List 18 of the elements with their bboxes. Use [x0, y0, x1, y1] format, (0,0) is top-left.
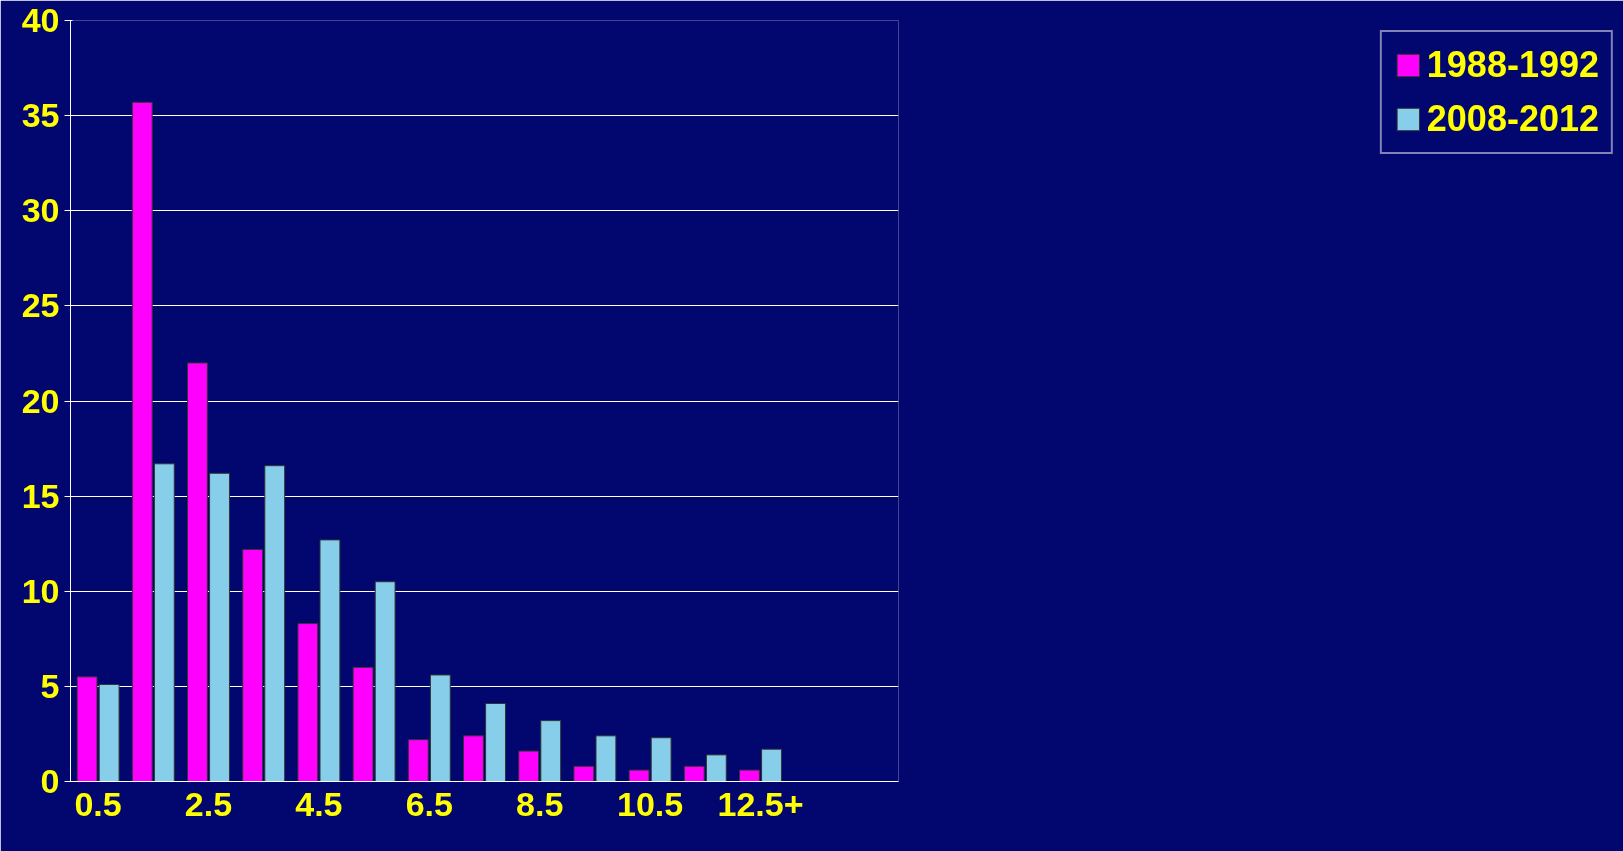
x-tick-label: 6.5 [405, 784, 453, 823]
legend-label: 1988-1992 [1426, 44, 1599, 86]
x-tick-label: 4.5 [295, 784, 343, 823]
x-tick-label: 8.5 [516, 784, 564, 823]
y-tick-label: 5 [40, 666, 60, 705]
legend-label: 2008-2012 [1426, 98, 1599, 140]
y-tick-label: 10 [21, 571, 60, 610]
y-tick-label: 20 [21, 381, 60, 420]
y-tick-label: 0 [40, 762, 60, 800]
x-tick-label: 0.5 [74, 784, 122, 823]
x-tick-label: 12.5+ [717, 784, 804, 823]
y-tick-label: 30 [21, 191, 60, 230]
y-tick-label: 25 [21, 286, 60, 325]
y-tick-label: 15 [21, 476, 60, 515]
x-tick-label: 2.5 [184, 784, 233, 823]
x-tick-label: 10.5 [617, 784, 684, 823]
y-tick-label: 40 [21, 1, 60, 39]
y-tick-label: 35 [21, 96, 60, 135]
